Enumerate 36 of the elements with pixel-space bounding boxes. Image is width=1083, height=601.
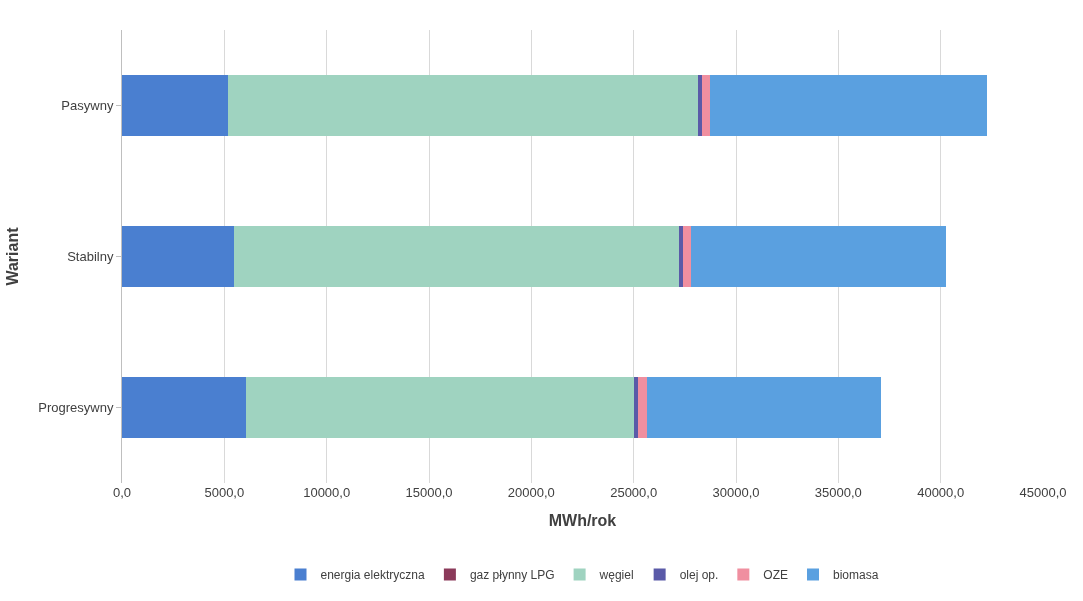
y-axis-title: Wariant bbox=[4, 226, 22, 286]
x-tick-label: 10000,0 bbox=[303, 485, 351, 500]
bar bbox=[701, 75, 710, 136]
x-tick-label: 0,0 bbox=[112, 485, 132, 500]
y-tick-label: Stabilny bbox=[67, 249, 114, 265]
x-tick-label: 45000,0 bbox=[1019, 485, 1067, 500]
bar bbox=[634, 377, 639, 438]
bar bbox=[638, 377, 647, 438]
bar bbox=[245, 377, 635, 438]
x-tick-label: 5000,0 bbox=[204, 485, 245, 500]
bar bbox=[690, 226, 947, 287]
x-tick-label: 15000,0 bbox=[405, 485, 453, 500]
legend-label: olej op. bbox=[679, 568, 719, 583]
bar bbox=[697, 75, 702, 136]
bar bbox=[227, 75, 698, 136]
x-tick-label: 20000,0 bbox=[507, 485, 555, 500]
bar bbox=[122, 377, 246, 438]
bar bbox=[122, 75, 228, 136]
bar bbox=[682, 226, 691, 287]
legend-label: biomasa bbox=[833, 568, 879, 583]
bar bbox=[234, 226, 679, 287]
legend-label: energia elektryczna bbox=[320, 568, 425, 583]
bar bbox=[678, 226, 683, 287]
legend-label: OZE bbox=[763, 568, 789, 583]
x-tick-label: 40000,0 bbox=[917, 485, 965, 500]
x-tick-label: 25000,0 bbox=[610, 485, 658, 500]
legend-label: gaz płynny LPG bbox=[469, 568, 555, 583]
bar bbox=[122, 226, 235, 287]
bar bbox=[709, 75, 987, 136]
y-tick-label: Progresywny bbox=[38, 400, 114, 416]
bar bbox=[646, 377, 881, 438]
x-axis-title: MWh/rok bbox=[548, 511, 617, 529]
y-tick-label: Pasywny bbox=[61, 98, 114, 114]
x-tick-label: 35000,0 bbox=[814, 485, 862, 500]
x-tick-label: 30000,0 bbox=[712, 485, 760, 500]
legend-label: węgiel bbox=[598, 568, 634, 583]
